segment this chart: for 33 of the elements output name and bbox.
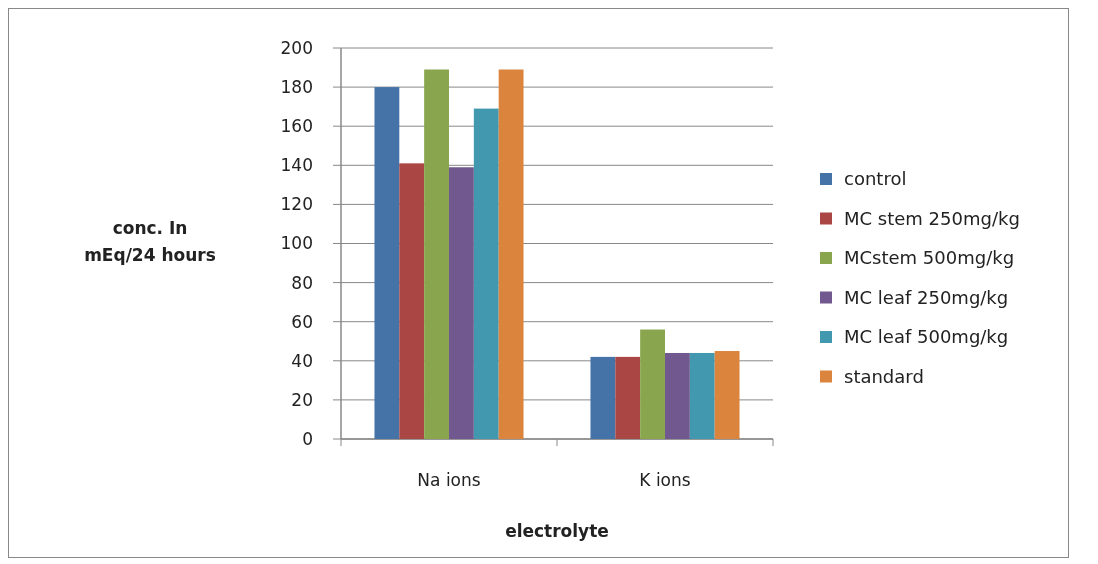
y-tick-label: 20: [291, 389, 313, 410]
legend-label: standard: [844, 365, 924, 387]
x-tick-label: Na ions: [417, 470, 481, 490]
y-tick-label: 80: [291, 272, 313, 293]
y-tick-label: 0: [302, 428, 313, 449]
legend-label: MCstem 500mg/kg: [844, 247, 1015, 269]
bar: [640, 329, 665, 439]
y-axis-title: conc. In mEq/24 hours: [84, 218, 216, 265]
y-tick-label: 120: [280, 194, 313, 215]
y-tick-label: 40: [291, 350, 313, 371]
y-tick-label: 140: [280, 155, 313, 176]
legend-label: control: [844, 168, 907, 190]
legend-label: MC leaf 500mg/kg: [844, 326, 1009, 348]
y-tick-label: 160: [280, 116, 313, 137]
legend-label: MC leaf 250mg/kg: [844, 286, 1009, 308]
bar: [615, 356, 641, 439]
x-axis-title: electrolyte: [505, 521, 609, 541]
bar: [689, 352, 715, 439]
y-tick-label: 100: [280, 233, 313, 254]
bar: [714, 351, 740, 439]
y-tick-label: 60: [291, 311, 313, 332]
bar: [473, 108, 499, 439]
bar: [399, 163, 425, 439]
bar: [498, 69, 524, 439]
bar: [424, 69, 449, 439]
bar: [449, 167, 474, 439]
y-tick-label: 200: [280, 37, 313, 58]
x-tick-label: K ions: [639, 470, 691, 490]
y-tick-label: 180: [280, 77, 313, 98]
legend-label: MC stem 250mg/kg: [844, 207, 1020, 229]
bar: [665, 352, 690, 439]
bar: [590, 356, 616, 439]
bar: [374, 87, 400, 439]
